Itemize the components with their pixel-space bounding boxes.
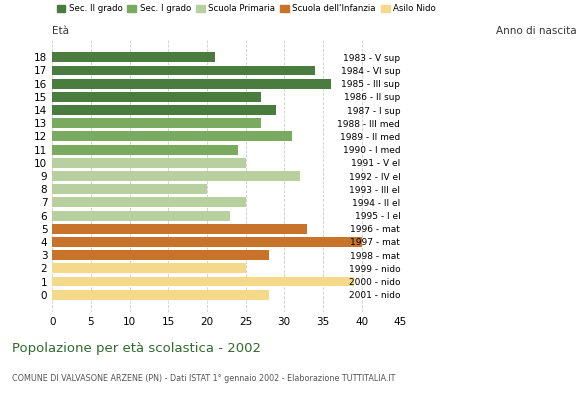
Bar xyxy=(52,290,269,300)
Bar xyxy=(52,105,277,115)
Bar xyxy=(52,118,261,128)
Bar xyxy=(52,250,269,260)
Bar xyxy=(52,276,354,286)
Legend: Sec. II grado, Sec. I grado, Scuola Primaria, Scuola dell'Infanzia, Asilo Nido: Sec. II grado, Sec. I grado, Scuola Prim… xyxy=(56,4,436,13)
Bar xyxy=(52,171,300,181)
Bar xyxy=(52,132,292,141)
Bar xyxy=(52,158,245,168)
Text: Popolazione per età scolastica - 2002: Popolazione per età scolastica - 2002 xyxy=(12,342,260,355)
Text: Anno di nascita: Anno di nascita xyxy=(496,26,577,36)
Text: Età: Età xyxy=(52,26,69,36)
Bar xyxy=(52,263,245,273)
Bar xyxy=(52,184,207,194)
Bar xyxy=(52,145,238,154)
Bar xyxy=(52,66,315,76)
Bar xyxy=(52,92,261,102)
Bar xyxy=(52,224,307,234)
Bar xyxy=(52,211,230,220)
Bar xyxy=(52,79,331,89)
Bar xyxy=(52,237,361,247)
Text: COMUNE DI VALVASONE ARZENE (PN) - Dati ISTAT 1° gennaio 2002 - Elaborazione TUTT: COMUNE DI VALVASONE ARZENE (PN) - Dati I… xyxy=(12,374,395,383)
Bar xyxy=(52,198,245,207)
Bar xyxy=(52,52,215,62)
